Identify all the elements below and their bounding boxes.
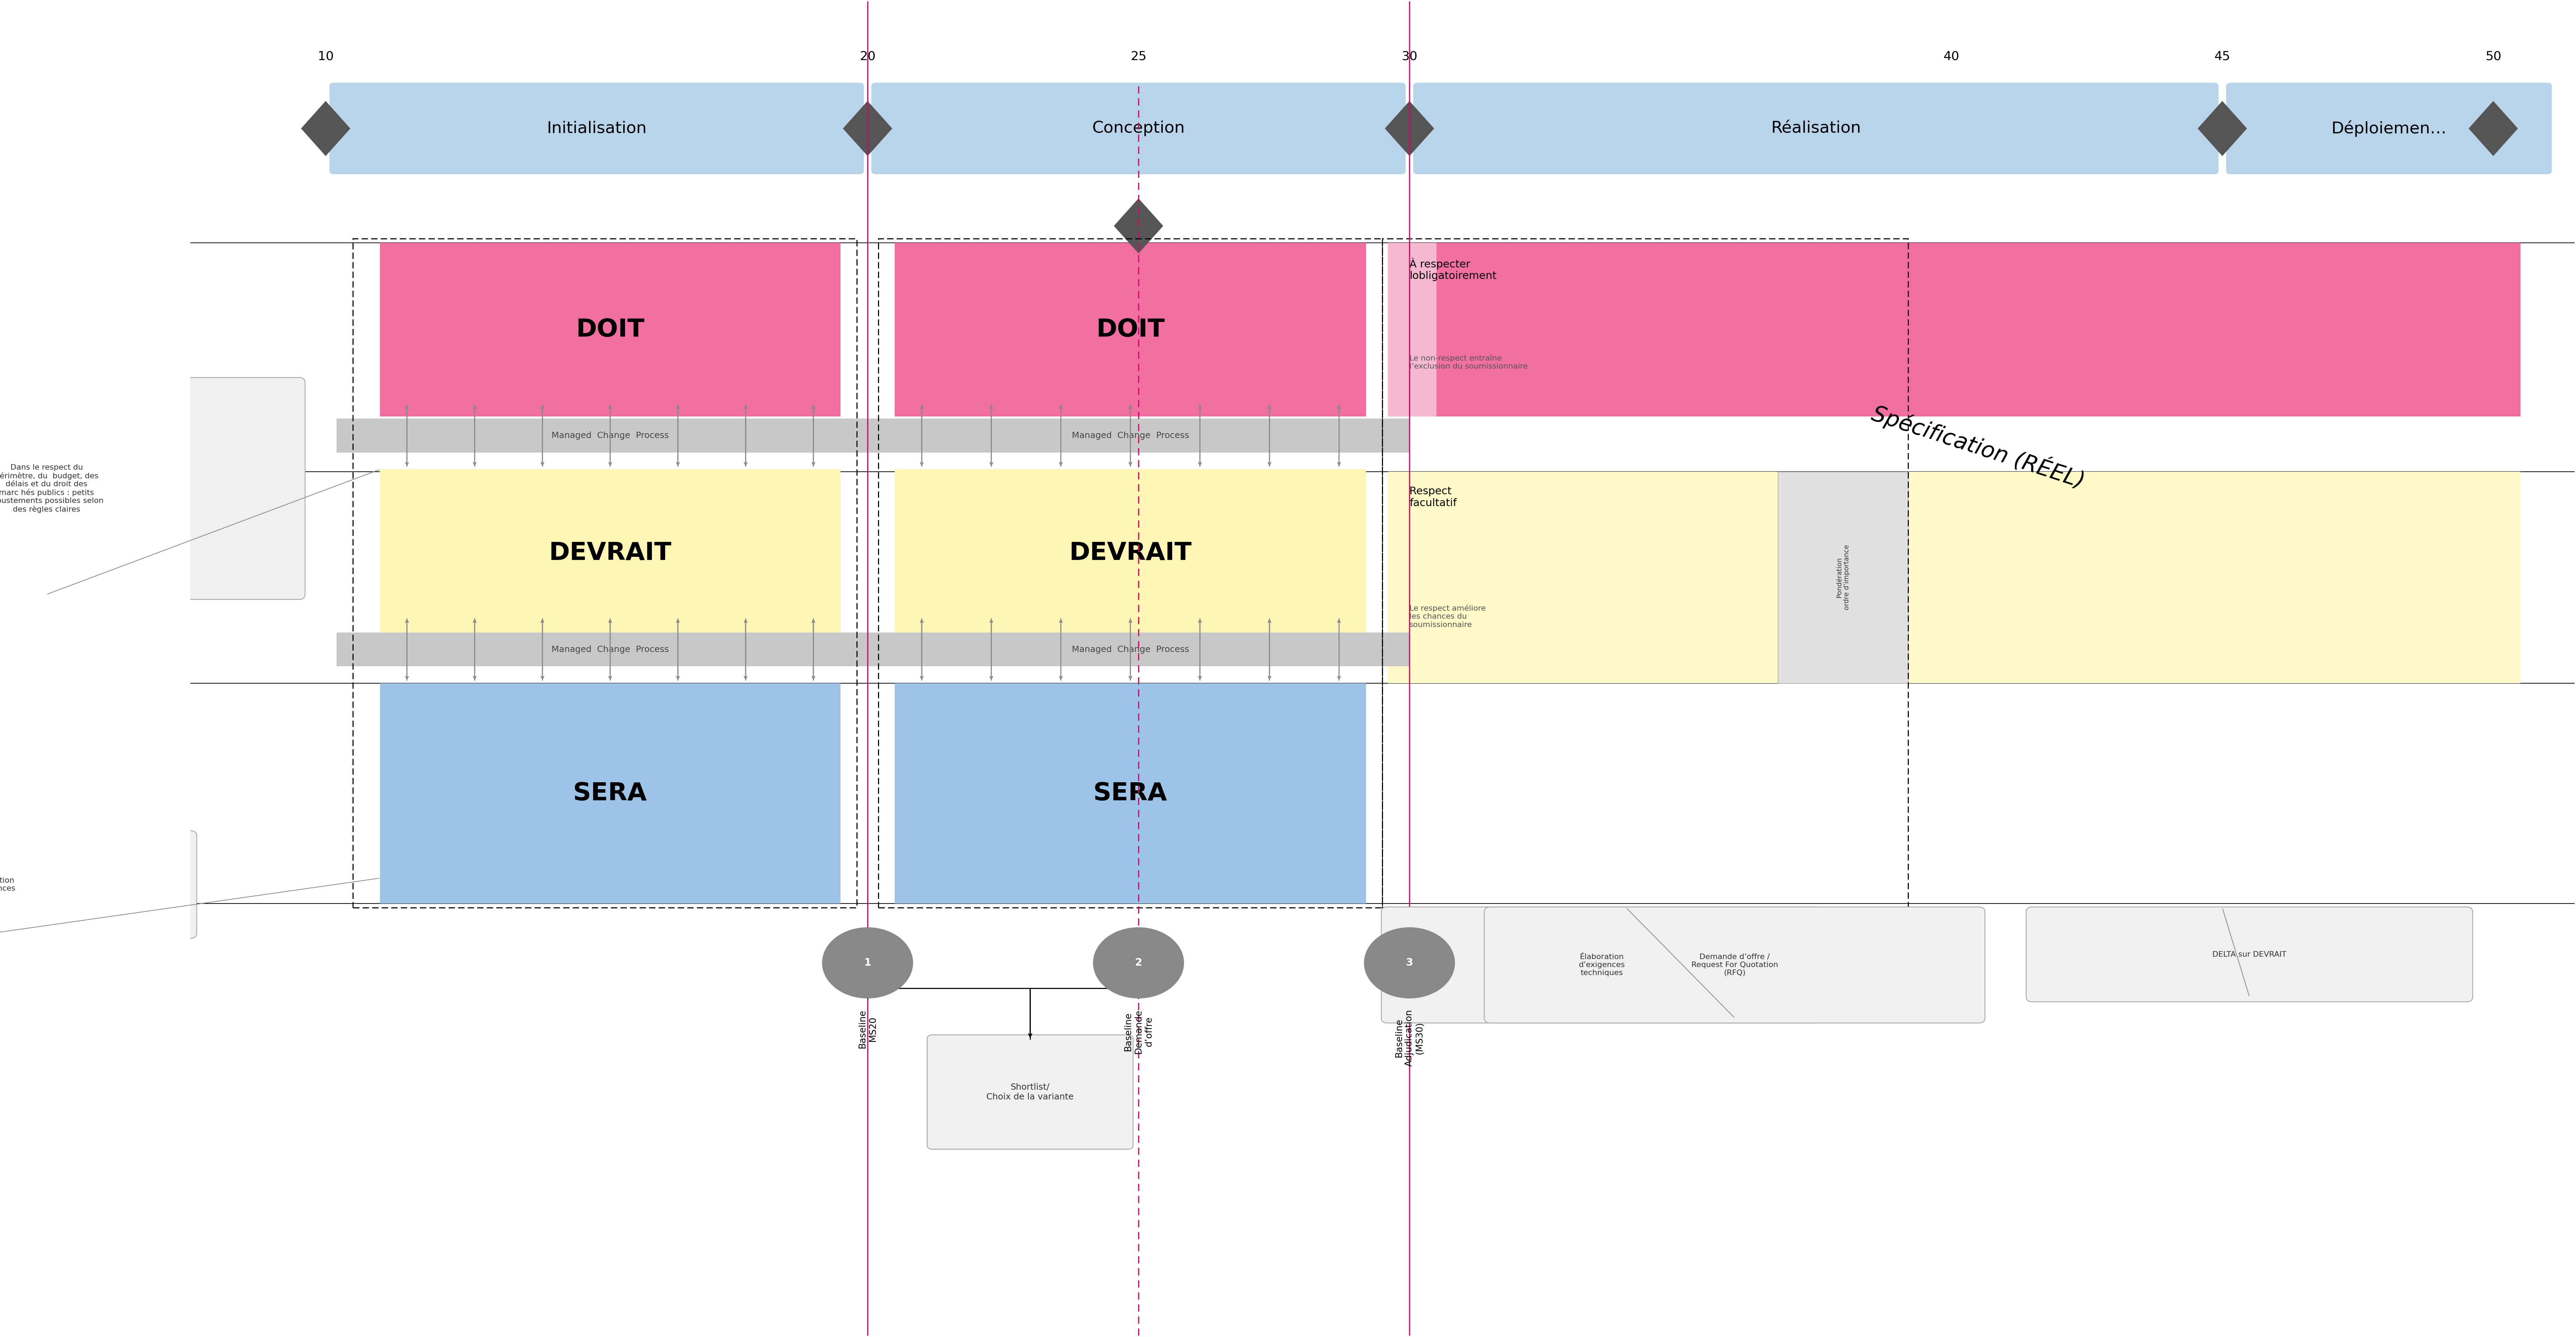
- Bar: [1437, 472, 2519, 683]
- FancyBboxPatch shape: [2027, 906, 2473, 1001]
- Bar: [1383, 238, 1909, 908]
- Circle shape: [1363, 928, 1455, 999]
- Circle shape: [1092, 928, 1185, 999]
- Bar: [878, 238, 1383, 908]
- Text: Managed  Change  Process: Managed Change Process: [1072, 432, 1190, 440]
- Polygon shape: [842, 102, 891, 156]
- Bar: [337, 418, 884, 452]
- Text: 1: 1: [863, 957, 871, 968]
- Text: Shortlist/
Choix de la variante: Shortlist/ Choix de la variante: [987, 1083, 1074, 1102]
- Text: Managed  Change  Process: Managed Change Process: [551, 646, 670, 654]
- Bar: [894, 243, 1365, 417]
- Bar: [379, 469, 840, 636]
- Text: Managed  Change  Process: Managed Change Process: [1072, 646, 1190, 654]
- Text: 45: 45: [2215, 51, 2231, 63]
- Text: 50: 50: [2486, 51, 2501, 63]
- Text: SERA: SERA: [1092, 781, 1167, 805]
- Text: Managed  Change  Process: Managed Change Process: [551, 432, 670, 440]
- Text: Le respect améliore
les chances du
soumissionnaire: Le respect améliore les chances du soumi…: [1409, 604, 1486, 628]
- Text: 10: 10: [317, 51, 335, 63]
- Bar: [1777, 472, 1909, 683]
- FancyBboxPatch shape: [2226, 83, 2553, 174]
- Text: DOIT: DOIT: [1097, 318, 1164, 342]
- Polygon shape: [2197, 102, 2246, 156]
- Text: 25: 25: [1131, 51, 1146, 63]
- FancyBboxPatch shape: [0, 377, 304, 599]
- Text: 20: 20: [860, 51, 876, 63]
- Bar: [1437, 243, 2519, 417]
- Text: Initialisation: Initialisation: [546, 120, 647, 136]
- Text: Conception: Conception: [1092, 120, 1185, 136]
- Text: 30: 30: [1401, 51, 1417, 63]
- Text: SERA: SERA: [574, 781, 647, 805]
- Text: 3: 3: [1406, 957, 1414, 968]
- Bar: [1388, 243, 1896, 417]
- Text: Pondération
ordre d’importance: Pondération ordre d’importance: [1837, 544, 1850, 610]
- Bar: [337, 632, 884, 666]
- Text: Spécification (RÉEL): Spécification (RÉEL): [1868, 400, 2089, 492]
- Polygon shape: [1113, 198, 1164, 254]
- Polygon shape: [2468, 102, 2517, 156]
- Text: À respecter
lobligatoirement: À respecter lobligatoirement: [1409, 258, 1497, 281]
- Polygon shape: [1386, 102, 1435, 156]
- FancyBboxPatch shape: [1381, 906, 1821, 1023]
- Bar: [353, 238, 858, 908]
- Text: Baseline
Adjudication
(MS30): Baseline Adjudication (MS30): [1394, 1009, 1425, 1067]
- FancyBboxPatch shape: [1484, 906, 1986, 1023]
- FancyBboxPatch shape: [1414, 83, 2218, 174]
- FancyBboxPatch shape: [0, 830, 196, 939]
- Text: Baseline
MS20: Baseline MS20: [858, 1009, 878, 1048]
- Text: Dans le respect du
périmètre, du  budget, des
délais et du droit des
marc hés pu: Dans le respect du périmètre, du budget,…: [0, 464, 103, 513]
- Text: Le non-respect entraîne
l’exclusion du soumissionnaire: Le non-respect entraîne l’exclusion du s…: [1409, 354, 1528, 370]
- FancyBboxPatch shape: [927, 1035, 1133, 1150]
- Bar: [894, 683, 1365, 904]
- FancyBboxPatch shape: [871, 83, 1406, 174]
- Text: Élaboration
d’exigences: Élaboration d’exigences: [0, 877, 15, 892]
- Text: Élaboration
d’exigences
techniques: Élaboration d’exigences techniques: [1579, 953, 1625, 976]
- Text: 2: 2: [1136, 957, 1141, 968]
- Circle shape: [822, 928, 912, 999]
- Text: DOIT: DOIT: [577, 318, 644, 342]
- Text: DELTA sur DEVRAIT: DELTA sur DEVRAIT: [2213, 951, 2287, 957]
- Text: DEVRAIT: DEVRAIT: [549, 541, 672, 566]
- Text: Demande d’offre /
Request For Quotation
(RFQ): Demande d’offre / Request For Quotation …: [1692, 953, 1777, 976]
- Bar: [850, 632, 1409, 666]
- FancyBboxPatch shape: [330, 83, 863, 174]
- Text: Déploiemen…: Déploiemen…: [2331, 120, 2447, 136]
- Bar: [379, 683, 840, 904]
- Text: DEVRAIT: DEVRAIT: [1069, 541, 1193, 566]
- Bar: [379, 243, 840, 417]
- Bar: [1388, 472, 1777, 683]
- Bar: [850, 418, 1409, 452]
- Polygon shape: [301, 102, 350, 156]
- Text: Respect
facultatif: Respect facultatif: [1409, 487, 1458, 508]
- Text: 40: 40: [1942, 51, 1960, 63]
- Bar: [894, 469, 1365, 636]
- Text: Réalisation: Réalisation: [1770, 120, 1860, 136]
- Text: Baseline
Demande
d’offre: Baseline Demande d’offre: [1123, 1009, 1154, 1054]
